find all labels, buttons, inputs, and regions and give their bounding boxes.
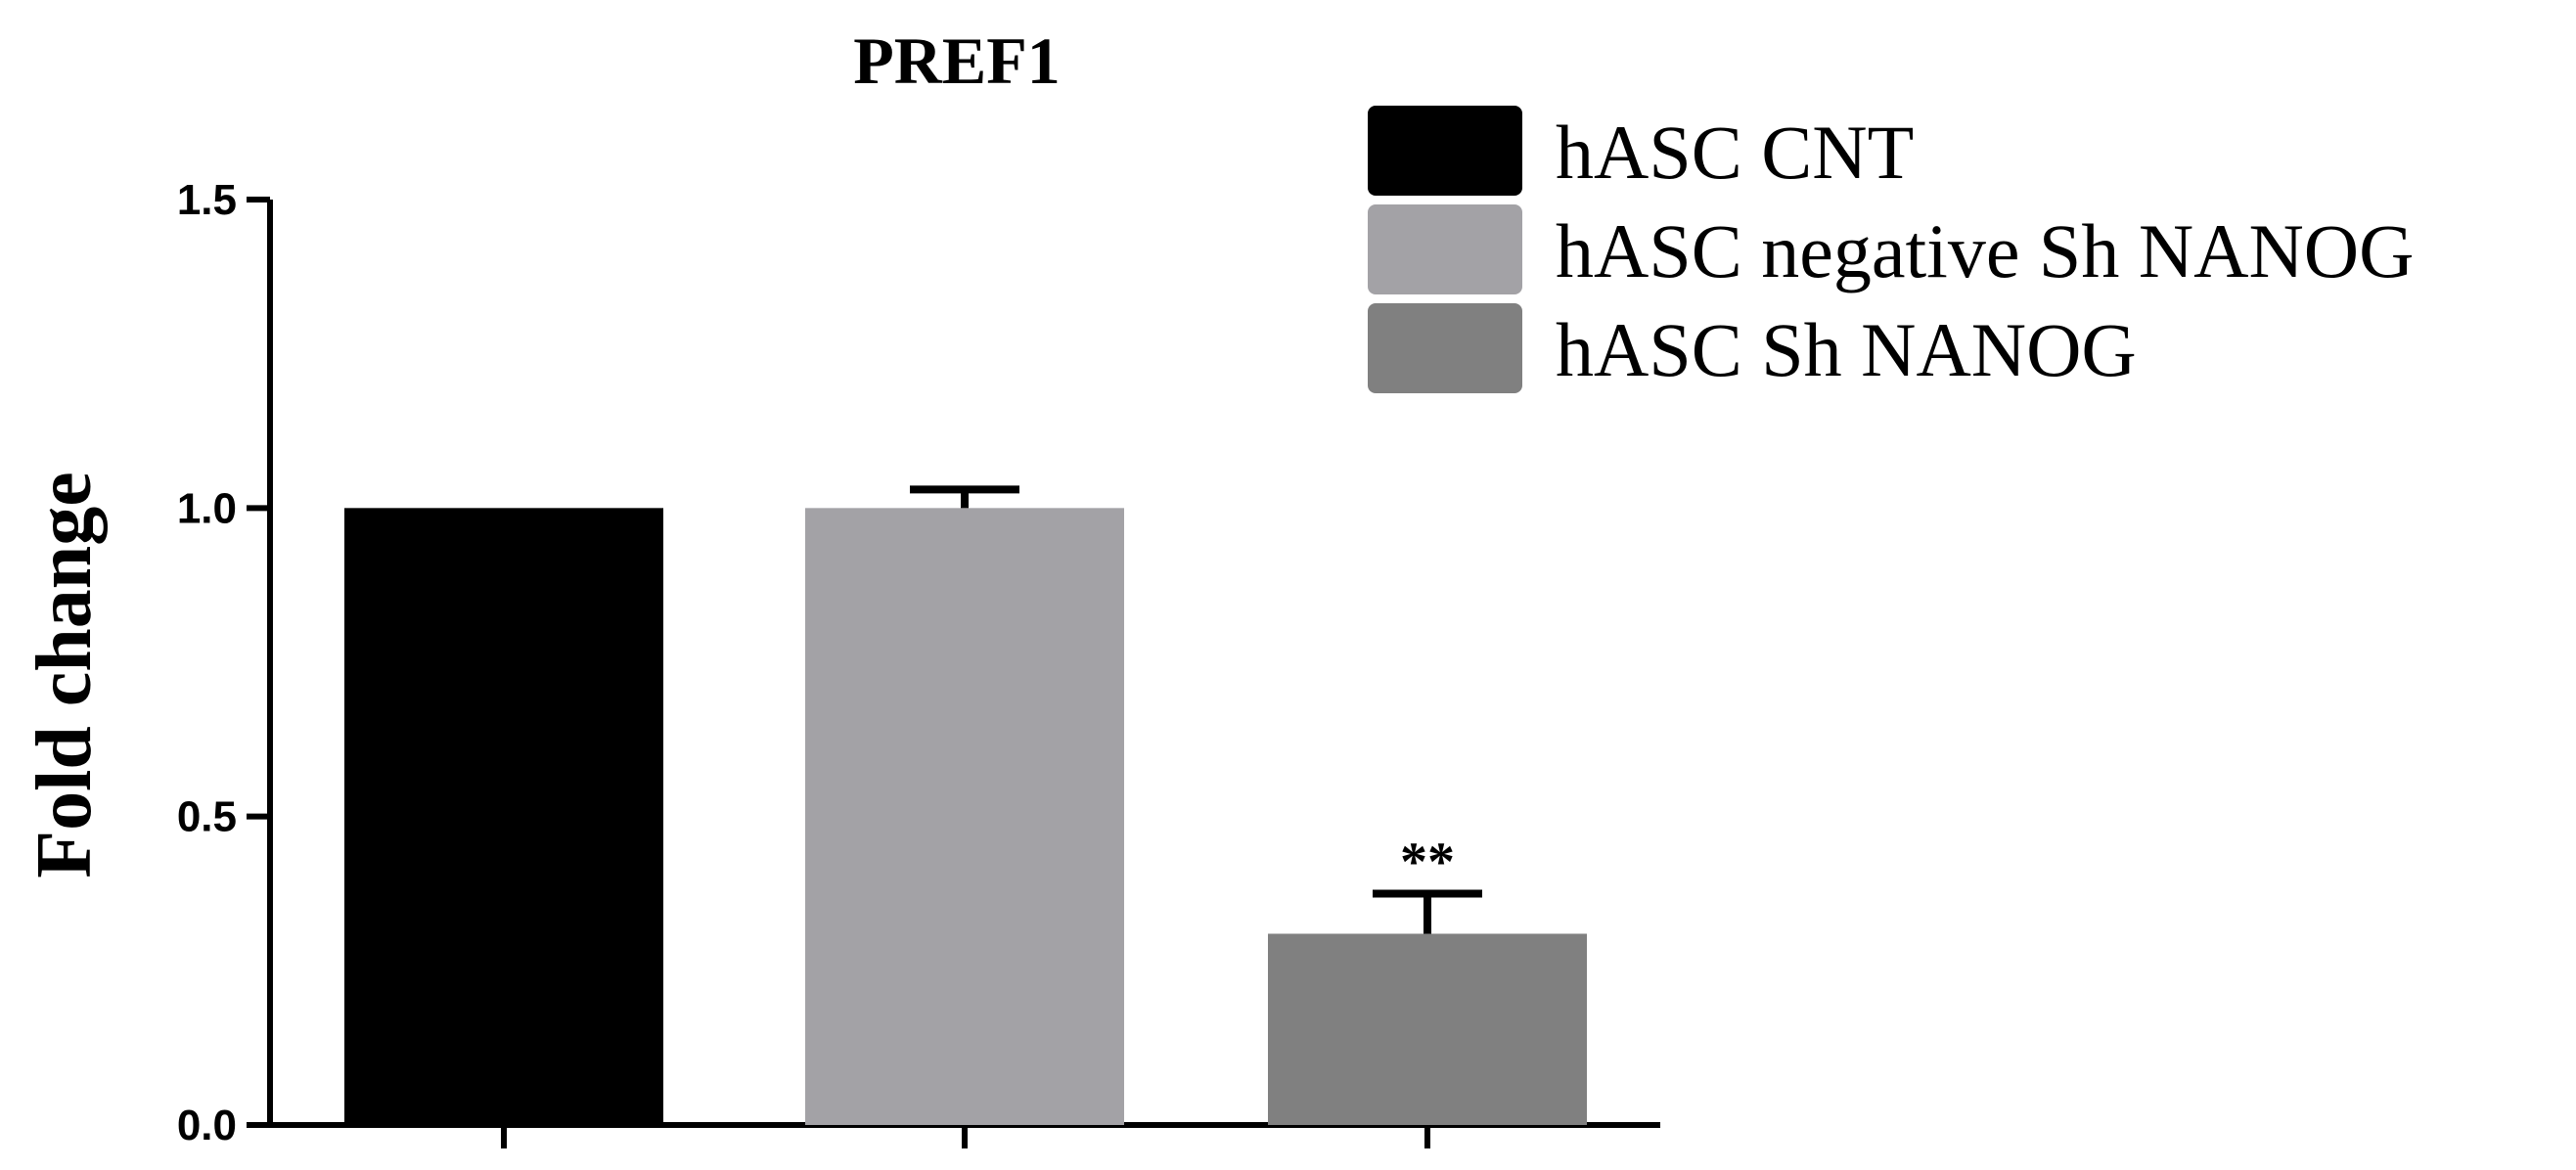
y-tick-label: 0.5 (177, 793, 237, 841)
bar (805, 508, 1124, 1125)
legend-swatch (1368, 204, 1522, 294)
legend-label: hASC Sh NANOG (1556, 307, 2137, 392)
legend: hASC CNT hASC negative Sh NANOG hASC Sh NA… (1368, 106, 2414, 393)
y-tick-label: 1.5 (177, 176, 237, 224)
bars: ** (344, 485, 1587, 1125)
significance-annotation: ** (1400, 832, 1455, 893)
bar (1268, 933, 1587, 1125)
legend-swatch (1368, 106, 1522, 196)
bar (344, 508, 663, 1125)
y-tick-label: 0.0 (177, 1102, 237, 1149)
legend-label: hASC negative Sh NANOG (1556, 208, 2414, 293)
chart-title: PREF1 (853, 23, 1061, 98)
y-tick-label: 1.0 (177, 484, 237, 532)
legend-label: hASC CNT (1556, 110, 1914, 195)
y-axis-label: Fold change (22, 472, 108, 878)
legend-swatch (1368, 303, 1522, 393)
